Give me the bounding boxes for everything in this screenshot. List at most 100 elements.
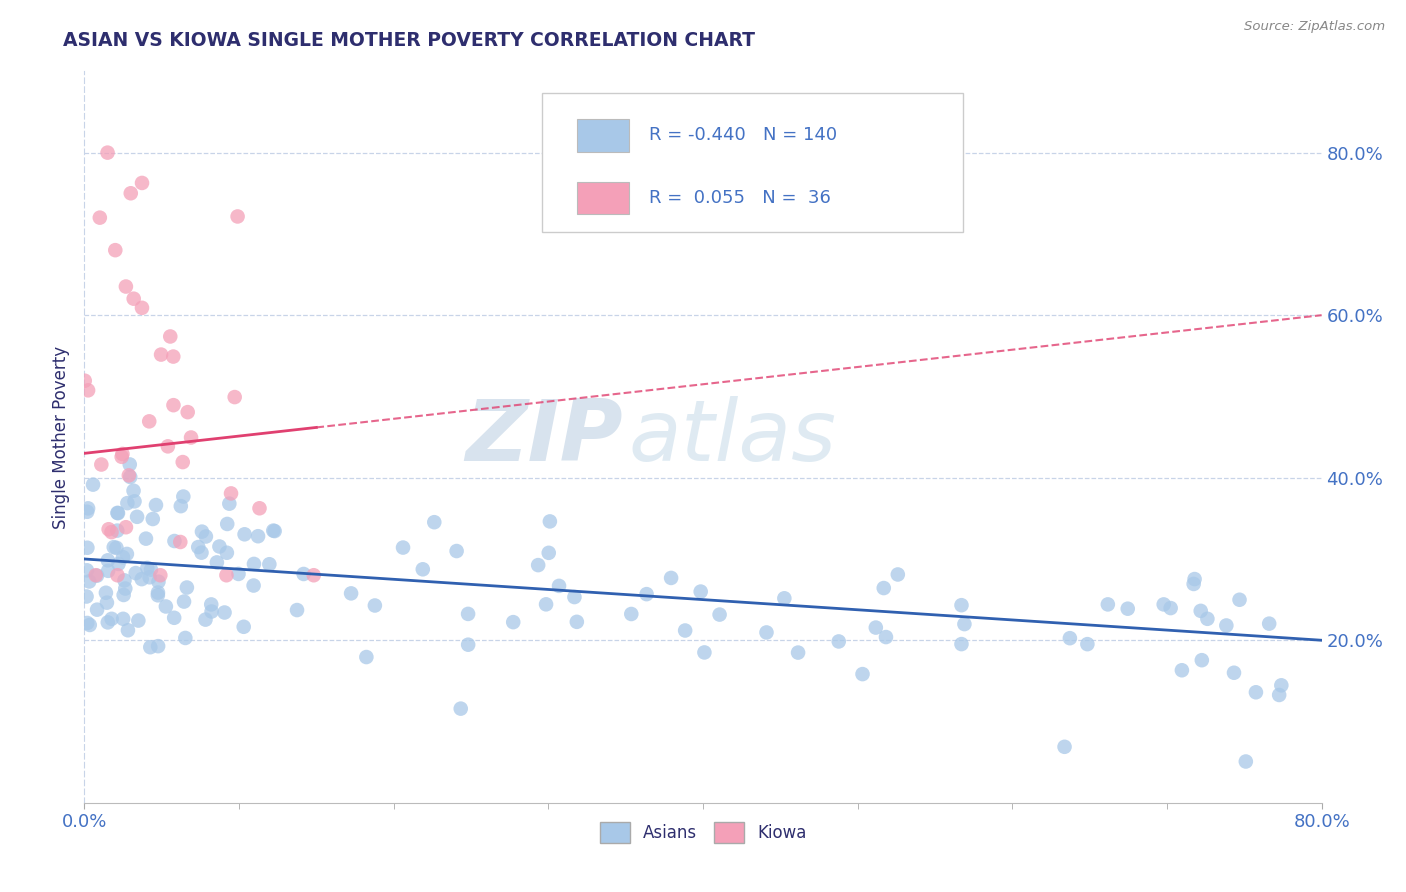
Point bbox=[125, 509, 148, 524]
Point bbox=[149, 568, 172, 582]
Point bbox=[502, 615, 524, 629]
Point bbox=[457, 638, 479, 652]
Point bbox=[97, 553, 120, 567]
Point bbox=[107, 506, 129, 520]
Point bbox=[200, 598, 222, 612]
Point bbox=[243, 557, 266, 571]
Point bbox=[79, 618, 101, 632]
Point bbox=[155, 599, 177, 614]
Point bbox=[111, 450, 134, 464]
Point bbox=[262, 524, 284, 538]
Point bbox=[172, 455, 194, 469]
Point bbox=[76, 590, 98, 604]
Point bbox=[1097, 598, 1119, 612]
Point bbox=[392, 541, 415, 555]
Point bbox=[138, 414, 160, 428]
Point bbox=[146, 639, 169, 653]
Point bbox=[950, 637, 973, 651]
Point bbox=[1234, 755, 1257, 769]
Point bbox=[1076, 637, 1098, 651]
Point bbox=[163, 611, 186, 625]
Point bbox=[139, 640, 162, 655]
Point bbox=[564, 590, 586, 604]
Point bbox=[620, 607, 643, 621]
Text: ASIAN VS KIOWA SINGLE MOTHER POVERTY CORRELATION CHART: ASIAN VS KIOWA SINGLE MOTHER POVERTY COR… bbox=[63, 31, 755, 50]
Point bbox=[107, 557, 129, 571]
Point bbox=[285, 603, 308, 617]
Point bbox=[86, 568, 108, 582]
Point bbox=[1215, 618, 1237, 632]
Point bbox=[97, 564, 120, 578]
Text: ZIP: ZIP bbox=[465, 395, 623, 479]
Point bbox=[259, 558, 281, 572]
Point bbox=[673, 624, 696, 638]
Point bbox=[828, 634, 851, 648]
Point bbox=[215, 568, 238, 582]
Point bbox=[115, 520, 138, 534]
Point bbox=[565, 615, 588, 629]
Point bbox=[159, 329, 181, 343]
Point bbox=[77, 384, 100, 398]
Point bbox=[73, 374, 96, 388]
Point bbox=[172, 490, 194, 504]
Point bbox=[873, 581, 896, 595]
Point bbox=[446, 544, 468, 558]
Point bbox=[1189, 604, 1212, 618]
Point bbox=[94, 586, 117, 600]
Point bbox=[139, 563, 162, 577]
Point bbox=[96, 145, 118, 160]
FancyBboxPatch shape bbox=[576, 181, 628, 214]
Point bbox=[77, 501, 100, 516]
Point bbox=[115, 279, 138, 293]
Point bbox=[787, 646, 810, 660]
Point bbox=[527, 558, 550, 573]
Point bbox=[150, 348, 173, 362]
Point bbox=[105, 541, 128, 555]
Point bbox=[169, 535, 191, 549]
Point bbox=[200, 605, 222, 619]
Point bbox=[1270, 678, 1292, 692]
Point bbox=[156, 439, 179, 453]
Point bbox=[135, 532, 157, 546]
Point bbox=[125, 566, 148, 580]
Point bbox=[142, 512, 165, 526]
Point bbox=[89, 211, 111, 225]
Point bbox=[120, 470, 142, 484]
Point bbox=[457, 607, 479, 621]
Point bbox=[217, 516, 239, 531]
Point bbox=[219, 486, 242, 500]
Point bbox=[548, 579, 571, 593]
Point bbox=[191, 524, 214, 539]
Point bbox=[356, 650, 378, 665]
Point bbox=[214, 606, 236, 620]
Point bbox=[118, 458, 141, 472]
Point bbox=[104, 243, 127, 257]
Point bbox=[122, 483, 145, 498]
Point bbox=[218, 497, 240, 511]
Point bbox=[100, 612, 122, 626]
Text: R = -0.440   N = 140: R = -0.440 N = 140 bbox=[648, 127, 837, 145]
Point bbox=[107, 568, 129, 582]
Point bbox=[1197, 612, 1219, 626]
Point bbox=[215, 546, 238, 560]
Point bbox=[364, 599, 387, 613]
Point bbox=[773, 591, 796, 606]
FancyBboxPatch shape bbox=[543, 94, 963, 232]
Point bbox=[76, 541, 98, 555]
Point bbox=[263, 524, 285, 538]
Point bbox=[174, 631, 197, 645]
Point bbox=[851, 667, 873, 681]
Point bbox=[1229, 592, 1251, 607]
Point bbox=[111, 550, 134, 565]
Point bbox=[103, 540, 125, 554]
Point bbox=[76, 505, 98, 519]
Point bbox=[187, 540, 209, 554]
Point bbox=[1191, 653, 1213, 667]
FancyBboxPatch shape bbox=[576, 120, 628, 152]
Point bbox=[100, 525, 122, 540]
Point bbox=[180, 430, 202, 444]
Point bbox=[105, 524, 128, 538]
Point bbox=[146, 588, 169, 602]
Point bbox=[1171, 663, 1194, 677]
Point bbox=[224, 390, 246, 404]
